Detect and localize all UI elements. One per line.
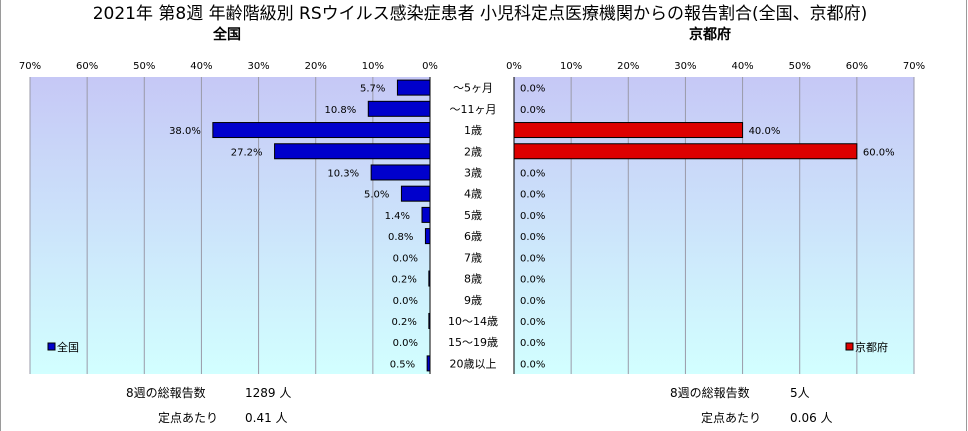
national-bar xyxy=(400,185,431,202)
national-bar xyxy=(426,355,431,372)
national-total-value: 1289 人 xyxy=(245,386,292,400)
national-x-tick-label: 60% xyxy=(76,61,98,72)
national-x-tick-label: 10% xyxy=(362,61,384,72)
kyoto-data-label: 40.0% xyxy=(749,126,781,137)
national-legend-label: 全国 xyxy=(57,340,79,354)
kyoto-data-label: 0.0% xyxy=(520,84,545,95)
national-total-label: 8週の総報告数 xyxy=(126,386,206,400)
national-x-tick-label: 0% xyxy=(422,61,438,72)
national-per-site-value: 0.41 人 xyxy=(245,411,288,425)
national-data-label: 0.8% xyxy=(388,232,413,243)
kyoto-data-label: 0.0% xyxy=(520,338,545,349)
national-data-label: 1.4% xyxy=(385,211,410,222)
kyoto-data-label: 60.0% xyxy=(863,147,895,158)
kyoto-x-tick-label: 50% xyxy=(789,61,811,72)
kyoto-bar xyxy=(513,122,744,139)
category-label: ～5ヶ月 xyxy=(453,82,493,95)
category-label: 2歳 xyxy=(464,145,482,158)
national-data-label: 5.0% xyxy=(364,190,389,201)
national-data-label: 0.2% xyxy=(391,275,416,286)
category-label: 6歳 xyxy=(464,230,482,243)
national-x-tick-label: 30% xyxy=(247,61,269,72)
kyoto-data-label: 0.0% xyxy=(520,190,545,201)
national-data-label: 27.2% xyxy=(231,147,263,158)
kyoto-x-tick-label: 0% xyxy=(506,61,522,72)
national-data-label: 38.0% xyxy=(169,126,201,137)
national-bar xyxy=(421,206,431,223)
kyoto-data-label: 0.0% xyxy=(520,211,545,222)
national-data-label: 10.8% xyxy=(325,105,357,116)
national-bar xyxy=(428,312,431,329)
chart-title: 2021年 第8週 年齢階級別 RSウイルス感染症患者 小児科定点医療機関からの… xyxy=(92,4,868,24)
national-data-label: 0.0% xyxy=(393,253,418,264)
national-data-label: 5.7% xyxy=(360,84,385,95)
kyoto-data-label: 0.0% xyxy=(520,168,545,179)
kyoto-data-label: 0.0% xyxy=(520,275,545,286)
kyoto-total-label: 8週の総報告数 xyxy=(670,386,750,400)
national-data-label: 0.0% xyxy=(393,296,418,307)
kyoto-plot-area xyxy=(514,77,914,374)
national-bar xyxy=(424,228,431,245)
national-bar xyxy=(428,270,431,287)
category-label: 7歳 xyxy=(464,251,482,264)
category-label: 4歳 xyxy=(464,188,482,201)
frame-right-edge xyxy=(966,0,967,431)
national-x-tick-label: 70% xyxy=(19,61,41,72)
kyoto-bar xyxy=(513,143,858,160)
frame-left-edge xyxy=(0,0,1,431)
kyoto-x-tick-label: 70% xyxy=(903,61,925,72)
kyoto-data-label: 0.0% xyxy=(520,317,545,328)
kyoto-legend-swatch xyxy=(845,342,854,351)
kyoto-x-tick-label: 20% xyxy=(617,61,639,72)
national-legend-swatch xyxy=(47,342,56,351)
kyoto-x-tick-label: 10% xyxy=(560,61,582,72)
category-label: 10～14歳 xyxy=(448,315,498,328)
national-plot-area xyxy=(30,77,430,374)
category-label: 1歳 xyxy=(464,124,482,137)
kyoto-data-label: 0.0% xyxy=(520,296,545,307)
national-bar xyxy=(367,100,431,117)
kyoto-x-tick-label: 40% xyxy=(731,61,753,72)
category-label: 8歳 xyxy=(464,273,482,286)
national-bar xyxy=(370,164,431,181)
category-label: 9歳 xyxy=(464,294,482,307)
national-x-tick-label: 50% xyxy=(133,61,155,72)
national-x-tick-label: 20% xyxy=(305,61,327,72)
national-bar xyxy=(396,79,431,96)
national-data-label: 10.3% xyxy=(327,168,359,179)
kyoto-data-label: 0.0% xyxy=(520,232,545,243)
kyoto-per-site-value: 0.06 人 xyxy=(790,411,833,425)
national-per-site-label: 定点あたり xyxy=(158,411,219,425)
category-label: ～11ヶ月 xyxy=(450,103,497,116)
national-x-tick-label: 40% xyxy=(190,61,212,72)
national-bar xyxy=(274,143,431,160)
kyoto-legend-label: 京都府 xyxy=(855,340,888,354)
national-data-label: 0.5% xyxy=(390,359,415,370)
left-chart-title: 全国 xyxy=(213,27,241,43)
category-label: 20歳以上 xyxy=(450,357,497,370)
national-data-label: 0.0% xyxy=(393,338,418,349)
national-bar xyxy=(212,122,431,139)
right-chart-title: 京都府 xyxy=(689,27,731,43)
kyoto-total-value: 5人 xyxy=(790,386,810,400)
kyoto-data-label: 0.0% xyxy=(520,359,545,370)
kyoto-per-site-label: 定点あたり xyxy=(701,411,762,425)
category-label: 15～19歳 xyxy=(448,336,498,349)
kyoto-x-tick-label: 60% xyxy=(846,61,868,72)
kyoto-x-tick-label: 30% xyxy=(674,61,696,72)
category-label: 3歳 xyxy=(464,166,482,179)
kyoto-data-label: 0.0% xyxy=(520,253,545,264)
national-data-label: 0.2% xyxy=(391,317,416,328)
category-label: 5歳 xyxy=(464,209,482,222)
kyoto-data-label: 0.0% xyxy=(520,105,545,116)
